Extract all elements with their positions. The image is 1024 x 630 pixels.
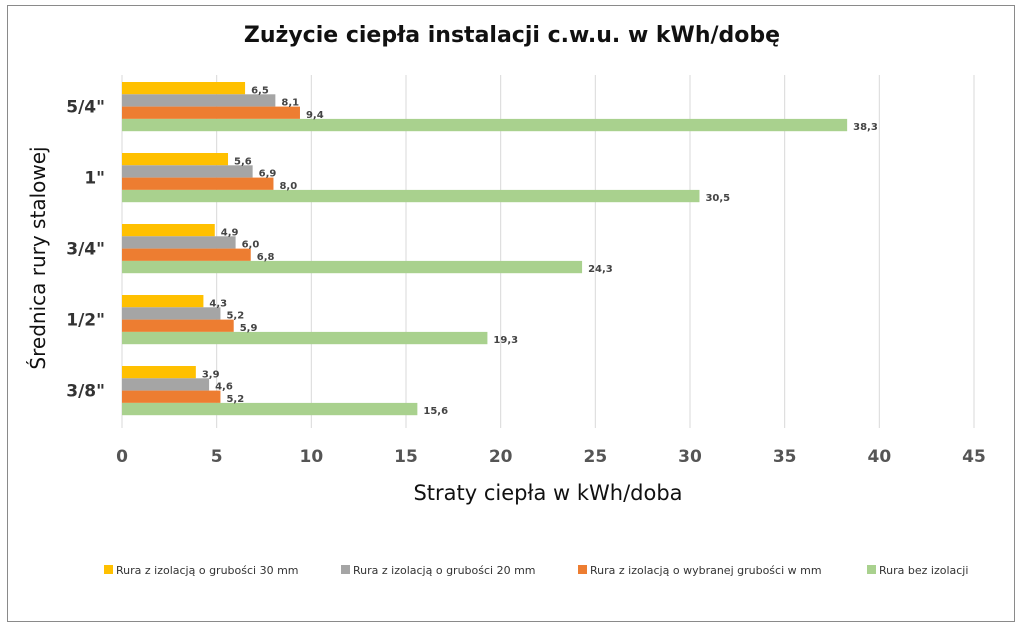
legend-label: Rura z izolacją o grubości 20 mm xyxy=(353,564,536,577)
x-axis-title: Straty ciepła w kWh/doba xyxy=(413,481,682,505)
bar xyxy=(122,307,221,320)
legend: Rura z izolacją o grubości 30 mm Rura z i… xyxy=(104,564,968,577)
data-label: 19,3 xyxy=(493,335,518,346)
category-labels: 5/4" 1" 3/4" 1/2" 3/8" xyxy=(66,98,105,402)
bar xyxy=(122,260,583,274)
data-label: 9,4 xyxy=(306,110,324,121)
data-labels: 6,5 8,1 9,4 38,3 5,6 6,98,0 30,5 4,96,06,8 24,3 4… xyxy=(202,85,878,417)
bar xyxy=(122,94,276,107)
x-tick-label: 40 xyxy=(867,447,891,467)
data-label: 15,6 xyxy=(423,406,448,417)
data-label: 4,6 xyxy=(215,382,233,393)
category-label: 1" xyxy=(84,169,105,189)
data-label: 5,6 xyxy=(234,156,252,167)
data-label: 5,2 xyxy=(226,394,244,405)
x-tick-label: 0 xyxy=(116,447,128,467)
bar xyxy=(122,248,251,261)
y-axis-title: Średnica rury stalowej xyxy=(26,146,50,369)
legend-label: Rura bez izolacji xyxy=(879,564,968,577)
data-label: 5,9 xyxy=(240,323,258,334)
legend-swatch xyxy=(104,565,113,574)
bar xyxy=(122,295,204,308)
legend-item: Rura z izolacją o grubości 20 mm xyxy=(341,564,536,577)
chart-title: Zużycie ciepła instalacji c.w.u. w kWh/d… xyxy=(244,23,780,48)
legend-swatch xyxy=(867,565,876,574)
data-label: 6,8 xyxy=(257,252,275,263)
legend-item: Rura z izolacją o grubości 30 mm xyxy=(104,564,299,577)
bar xyxy=(122,82,246,95)
category-label: 3/4" xyxy=(66,240,105,260)
bar xyxy=(122,378,210,391)
legend-item: Rura z izolacją o wybranej grubości w mm xyxy=(578,564,822,577)
data-label: 5,2 xyxy=(226,311,244,322)
bar xyxy=(122,177,274,190)
bar xyxy=(122,224,215,237)
data-label: 30,5 xyxy=(705,193,730,204)
bar xyxy=(122,402,418,416)
x-tick-label: 45 xyxy=(962,447,986,467)
legend-swatch xyxy=(341,565,350,574)
bar xyxy=(122,331,488,345)
data-label: 24,3 xyxy=(588,264,613,275)
x-tick-label: 20 xyxy=(489,447,513,467)
x-tick-label: 5 xyxy=(211,447,223,467)
x-tick-label: 30 xyxy=(678,447,702,467)
bar xyxy=(122,118,848,132)
category-label: 3/8" xyxy=(66,382,105,402)
category-label: 1/2" xyxy=(66,311,105,331)
legend-label: Rura z izolacją o grubości 30 mm xyxy=(116,564,299,577)
data-label: 8,1 xyxy=(281,98,299,109)
data-label: 8,0 xyxy=(279,181,297,192)
x-tick-label: 25 xyxy=(583,447,607,467)
category-label: 5/4" xyxy=(66,98,105,118)
data-label: 4,3 xyxy=(209,298,227,309)
data-label: 38,3 xyxy=(853,122,878,133)
bar xyxy=(122,189,700,203)
bar xyxy=(122,390,221,403)
data-label: 6,9 xyxy=(259,169,277,180)
bar xyxy=(122,106,300,119)
bar xyxy=(122,366,196,379)
data-label: 6,5 xyxy=(251,85,269,96)
bar xyxy=(122,319,234,332)
bar xyxy=(122,153,229,166)
legend-label: Rura z izolacją o wybranej grubości w mm xyxy=(590,564,822,577)
x-tick-label: 10 xyxy=(299,447,323,467)
data-label: 3,9 xyxy=(202,369,220,380)
data-label: 6,0 xyxy=(242,240,260,251)
bars xyxy=(122,82,848,416)
legend-item: Rura bez izolacji xyxy=(867,564,968,577)
data-label: 4,9 xyxy=(221,227,239,238)
bar xyxy=(122,165,253,178)
x-tick-label: 35 xyxy=(773,447,797,467)
x-tick-label: 15 xyxy=(394,447,418,467)
legend-swatch xyxy=(578,565,587,574)
x-tick-labels: 0 5 10 15 20 25 30 35 40 45 xyxy=(116,447,986,467)
bar xyxy=(122,236,236,249)
